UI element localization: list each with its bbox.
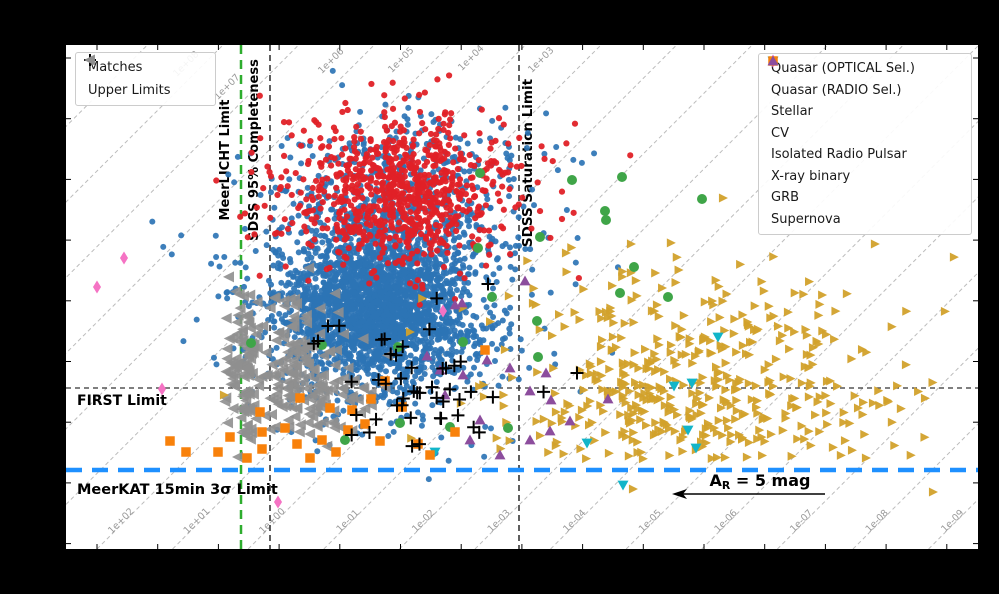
legend-classes-item-2: Stellar [765,56,965,123]
legend-classes-item-5: X-ray binary [765,56,965,188]
legend-classes-label: Isolated Radio Pulsar [771,147,907,163]
svg-text:1e-08: 1e-08 [864,508,891,535]
ref-line-label-meerkat: MeerKAT 15min 3σ Limit [77,482,278,498]
svg-text:1e-01: 1e-01 [334,508,361,535]
ref-line-label-sdss-saturation: SDSS Saturation Limit [520,78,536,247]
legend-classes-label: Stellar [771,104,813,120]
arrow-left-icon [672,489,687,499]
legend-matches-label: Matches [88,60,143,75]
series-supernova [421,275,614,460]
svg-text:1e-09: 1e-09 [939,508,966,535]
svg-text:1e-07: 1e-07 [788,508,815,535]
ref-line-label-sdss-95: SDSS 95% Completeness [247,59,262,241]
series-quasar-radio-sel [213,72,634,308]
svg-text:1e+00: 1e+00 [257,506,287,536]
legend-matches: Matches Upper Limits [75,52,216,106]
series-cv [429,332,724,491]
legend-matches-item-1: Upper Limits [82,54,209,102]
annotation-text: AR = 5 mag [710,471,811,492]
legend-classes-label: Supernova [771,211,841,227]
svg-text:1e+07: 1e+07 [212,72,242,102]
ref-line-label-first: FIRST Limit [77,393,167,409]
legend-classes-label: Quasar (OPTICAL Sel.) [771,61,915,77]
legend-classes-item-7: Supernova [765,55,965,231]
legend-classes-label: CV [771,125,789,141]
legend-classes-item-6: GRB [765,56,965,209]
legend-classes-item-3: CV [765,56,965,145]
legend-classes-item-4: Isolated Radio Pulsar [765,54,965,166]
axis-ticks [66,45,978,549]
series-x-ray-binary [246,168,707,445]
svg-text:1e-02: 1e-02 [410,508,437,535]
legend-classes-item-0: Quasar (OPTICAL Sel.) [765,57,965,80]
svg-text:1e-03: 1e-03 [486,508,513,535]
extinction-annotation: AR = 5 mag [672,471,825,499]
tri-left-icon [83,54,95,66]
legend-classes-label: X-ray binary [771,168,851,184]
svg-text:1e+03: 1e+03 [526,45,556,75]
legend-classes-label: GRB [771,190,800,206]
ref-line-meerlicht: MeerLICHT Limit [218,45,243,549]
scatter-chart: 1e+02 1e+01 1e+00 1e-01 1e-02 1e-03 1e-04 1e-05… [66,45,978,549]
plot-area: 1e+02 1e+01 1e+00 1e-01 1e-02 1e-03 1e-04 1e-05… [66,45,978,549]
ref-line-first: FIRST Limit [66,387,978,409]
svg-text:1e-06: 1e-06 [712,508,739,535]
legend-classes-item-1: Quasar (RADIO Sel.) [765,57,965,102]
ref-line-meerkat: MeerKAT 15min 3σ Limit [66,467,978,498]
series-matches [307,277,584,453]
legend-matches-label: Upper Limits [88,83,171,98]
svg-text:1e+05: 1e+05 [386,45,416,75]
legend-classes-label: Quasar (RADIO Sel.) [771,82,902,98]
series-upper-limits [219,262,408,463]
legend-classes: Quasar (OPTICAL Sel.) Quasar (RADIO Sel.)… [758,53,972,235]
svg-text:1e-04: 1e-04 [561,508,588,535]
tri-up-icon [767,55,779,66]
svg-text:1e-05: 1e-05 [637,508,664,535]
svg-text:1e+01: 1e+01 [182,506,212,536]
svg-text:1e+04: 1e+04 [456,45,486,73]
svg-text:1e+02: 1e+02 [106,506,136,536]
ref-line-label-meerlicht: MeerLICHT Limit [218,100,233,221]
